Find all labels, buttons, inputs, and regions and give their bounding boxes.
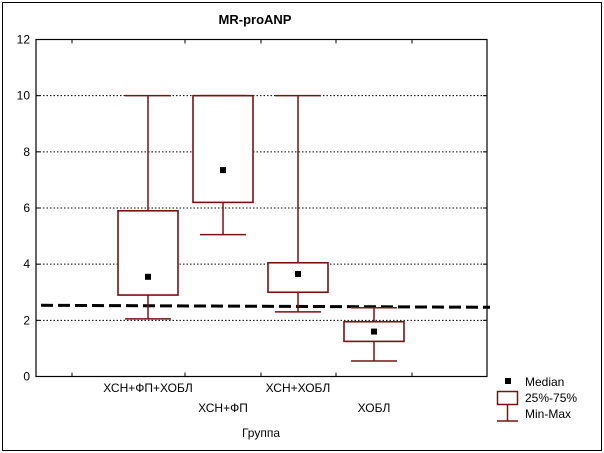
legend-median-label: Median	[525, 375, 564, 389]
legend: Median 25%-75% Min-Max	[496, 375, 577, 422]
y-tick-label-6: 6	[23, 201, 30, 215]
x-category-label-3: ХСН+ХОБЛ	[266, 381, 331, 395]
x-axis: ХСН+ФП+ХОБЛ ХСН+ФП ХСН+ХОБЛ ХОБЛ	[71, 39, 413, 415]
y-tick-label-0: 0	[23, 370, 30, 384]
y-tick-label-2: 2	[23, 313, 30, 327]
reference-line	[40, 303, 491, 309]
chart-title: MR-proANP	[219, 12, 292, 27]
box-iqr	[117, 210, 179, 296]
box-group-1	[117, 94, 179, 320]
legend-box-swatch	[496, 390, 519, 406]
median-marker	[371, 328, 377, 335]
y-axis: 0 2 4 6 8 10 12	[17, 33, 487, 384]
legend-box-label: 25%-75%	[525, 391, 577, 405]
y-tick-label-4: 4	[23, 257, 30, 271]
plot-area: 0 2 4 6 8 10 12 ХСН+ФП+ХОБЛ ХСН+ФП ХСН+ХОБЛ ХОБЛ	[17, 33, 491, 415]
box-group-2	[192, 94, 254, 236]
legend-whisker-swatch	[497, 404, 518, 422]
reference-dashed-line	[40, 303, 491, 309]
box-group-4	[343, 306, 405, 362]
legend-whisker-label: Min-Max	[525, 407, 571, 421]
box-group-3	[267, 94, 329, 313]
median-marker	[220, 167, 226, 174]
x-axis-label: Группа	[242, 426, 280, 440]
x-category-label-4: ХОБЛ	[358, 401, 391, 415]
box-iqr	[192, 94, 254, 204]
y-tick-label-12: 12	[17, 33, 31, 47]
median-marker	[295, 270, 301, 277]
grid-lines	[36, 95, 487, 321]
x-category-label-2: ХСН+ФП	[198, 401, 248, 415]
box-series	[117, 94, 405, 362]
legend-median-marker	[505, 378, 511, 384]
box-iqr	[267, 261, 329, 294]
y-tick-label-8: 8	[23, 145, 30, 159]
median-marker	[145, 273, 151, 280]
y-tick-label-10: 10	[17, 89, 31, 103]
x-category-label-1: ХСН+ФП+ХОБЛ	[103, 381, 192, 395]
